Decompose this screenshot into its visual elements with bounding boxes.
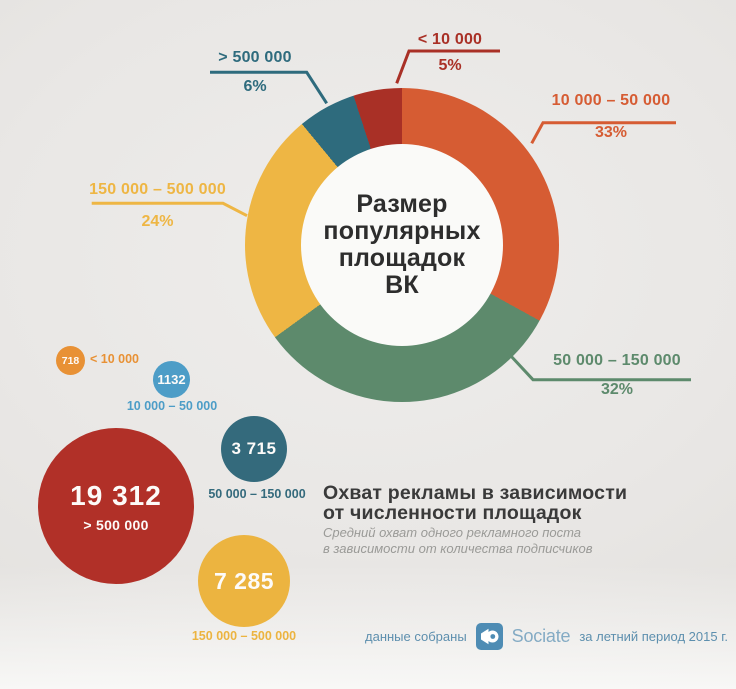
callout-range-label: 50 000 – 150 000 [553, 352, 681, 369]
bubble-50k-150k: 3 715 [221, 416, 287, 482]
reach-subtitle-line: в зависимости от количества подписчиков [323, 541, 593, 556]
donut-title-line: Размер [356, 190, 448, 218]
callout-percent: 32% [600, 381, 634, 398]
callout-under-10k: < 10 000 5% [390, 31, 510, 75]
callout-range-label: 10 000 – 50 000 [551, 92, 671, 109]
callout-range-label: > 500 000 [218, 49, 292, 66]
megaphone-icon [480, 628, 499, 644]
donut-title-line: ВК [385, 271, 419, 299]
bubble-label-10k-50k: 10 000 – 50 000 [126, 399, 218, 413]
callout-percent: 6% [243, 78, 267, 95]
callout-percent: 24% [141, 213, 174, 230]
reach-heading: Охват рекламы в зависимости от численнос… [323, 483, 627, 523]
bubble-over-500k: 19 312 > 500 000 [38, 428, 194, 584]
bubble-value: 1132 [157, 372, 186, 387]
bubble-value: 19 312 [70, 479, 162, 511]
bubble-value: 718 [61, 354, 80, 367]
bubble-value: 3 715 [231, 439, 277, 458]
bubble-150k-500k: 7 285 [198, 535, 290, 627]
reach-subtitle: Средний охват одного рекламного поста в … [323, 525, 593, 557]
callout-percent: 5% [438, 57, 462, 74]
callout-over-500k: > 500 000 6% [196, 49, 314, 96]
bubble-under-10k: 718 [56, 346, 85, 375]
callout-percent: 33% [594, 124, 628, 141]
bubble-label-under-10k: < 10 000 [90, 352, 140, 366]
reach-subtitle-line: Средний охват одного рекламного поста [323, 525, 581, 540]
bubble-range-label: > 500 000 [83, 516, 149, 533]
callout-150k-500k: 150 000 – 500 000 24% [85, 181, 230, 231]
credit-prefix: данные собраны [365, 628, 467, 644]
reach-heading-line: от численности площадок [323, 502, 582, 524]
callout-10k-50k: 10 000 – 50 000 33% [545, 92, 677, 142]
callout-range-label: < 10 000 [417, 31, 483, 48]
donut-title-line: популярных [323, 217, 481, 245]
footer-credit: данные собраны Sociate за летний период … [365, 620, 728, 652]
bubble-label-150k-500k: 150 000 – 500 000 [191, 629, 297, 643]
sociate-logo [475, 622, 503, 650]
donut-title-line: площадок [338, 244, 466, 272]
bubble-10k-50k: 1132 [153, 361, 190, 398]
donut-hole: Размер популярных площадок ВК [301, 144, 503, 346]
bubble-label-50k-150k: 50 000 – 150 000 [208, 487, 306, 501]
donut-chart: Размер популярных площадок ВК [245, 88, 559, 402]
callout-50k-150k: 50 000 – 150 000 32% [548, 352, 686, 399]
donut-title: Размер популярных площадок ВК [323, 191, 480, 299]
callout-range-label: 150 000 – 500 000 [89, 181, 226, 198]
brand-name: Sociate [511, 625, 571, 646]
reach-heading-line: Охват рекламы в зависимости [323, 482, 628, 504]
bubble-value: 7 285 [213, 567, 275, 594]
credit-suffix: за летний период 2015 г. [579, 628, 728, 644]
